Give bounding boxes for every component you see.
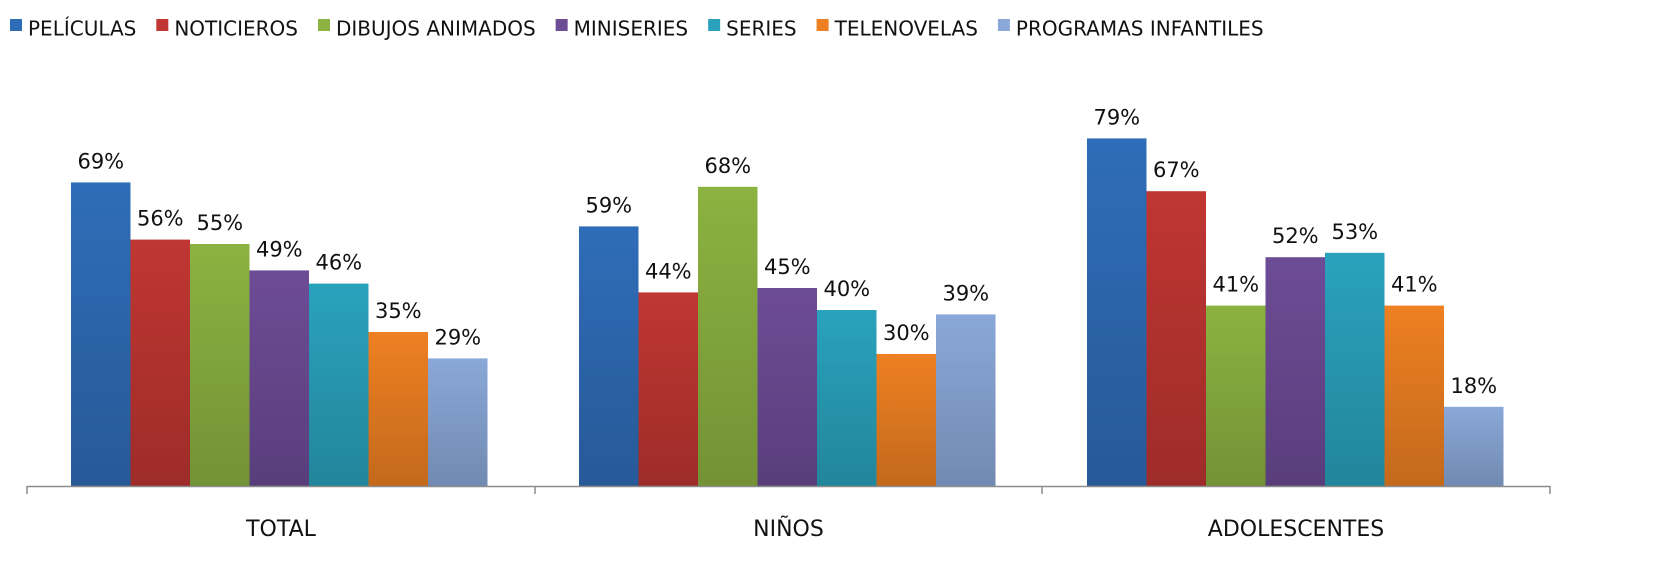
- value-label-total-programas-infantiles: 29%: [434, 325, 481, 349]
- value-label-ninos-series: 40%: [823, 277, 870, 301]
- bar-ninos-telenovelas: [876, 354, 936, 486]
- bar-ninos-miniseries: [757, 288, 817, 486]
- bar-total-peliculas: [71, 182, 131, 486]
- bar-ninos-programas-infantiles: [936, 314, 996, 486]
- chart-legend: PELÍCULAS NOTICIEROS DIBUJOS ANIMADOS MINIS…: [10, 17, 1264, 41]
- bar-total-series: [309, 283, 369, 486]
- legend-swatch-telenovelas: [816, 19, 829, 31]
- legend-label-dibujos-animados: DIBUJOS ANIMADOS: [336, 17, 536, 41]
- value-label-total-series: 46%: [315, 251, 362, 275]
- category-label-adolescentes: ADOLESCENTES: [1208, 517, 1384, 542]
- bar-total-noticieros: [130, 239, 190, 486]
- bar-adolescentes-telenovelas: [1384, 305, 1444, 486]
- bar-total-programas-infantiles: [428, 358, 488, 486]
- legend-label-programas-infantiles: PROGRAMAS INFANTILES: [1016, 17, 1264, 41]
- value-label-adolescentes-series: 53%: [1331, 220, 1378, 244]
- value-label-ninos-programas-infantiles: 39%: [942, 281, 989, 305]
- chart-value-labels: 69% 56% 55% 49% 46% 35% 29% 59% 44% 68% 45% 40% 30% 3…: [77, 105, 1497, 397]
- bar-ninos-dibujos-animados: [698, 186, 758, 487]
- bar-total-dibujos-animados: [190, 244, 250, 486]
- value-label-adolescentes-miniseries: 52%: [1272, 224, 1319, 248]
- bar-ninos-series: [817, 310, 877, 486]
- legend-swatch-series: [708, 19, 721, 31]
- value-label-total-miniseries: 49%: [256, 237, 303, 261]
- value-label-adolescentes-noticieros: 67%: [1153, 158, 1200, 182]
- bar-total-telenovelas: [368, 332, 428, 486]
- value-label-adolescentes-programas-infantiles: 18%: [1450, 374, 1497, 398]
- bar-adolescentes-programas-infantiles: [1444, 406, 1504, 486]
- legend-swatch-programas-infantiles: [997, 19, 1010, 31]
- bar-adolescentes-series: [1325, 252, 1385, 486]
- legend-swatch-miniseries: [555, 19, 568, 31]
- bar-adolescentes-noticieros: [1146, 191, 1206, 486]
- legend-label-noticieros: NOTICIEROS: [174, 17, 298, 41]
- bar-adolescentes-miniseries: [1265, 257, 1325, 486]
- value-label-adolescentes-dibujos-animados: 41%: [1212, 273, 1259, 297]
- value-label-adolescentes-peliculas: 79%: [1093, 105, 1140, 129]
- bar-adolescentes-peliculas: [1087, 138, 1147, 486]
- chart-bars: [71, 138, 1504, 487]
- legend-label-telenovelas: TELENOVELAS: [834, 17, 978, 41]
- category-label-ninos: NIÑOS: [753, 515, 824, 542]
- value-label-total-peliculas: 69%: [77, 149, 124, 173]
- bar-adolescentes-dibujos-animados: [1206, 305, 1266, 486]
- legend-swatch-peliculas: [10, 19, 22, 31]
- legend-label-series: SERIES: [726, 17, 796, 41]
- value-label-ninos-peliculas: 59%: [585, 193, 632, 217]
- bar-total-miniseries: [249, 270, 309, 486]
- legend-swatch-dibujos-animados: [317, 19, 330, 31]
- value-label-total-noticieros: 56%: [137, 207, 184, 231]
- legend-swatch-noticieros: [156, 19, 169, 31]
- x-axis: TOTAL NIÑOS ADOLESCENTES: [26, 485, 1551, 542]
- bar-ninos-noticieros: [638, 292, 698, 486]
- category-label-total: TOTAL: [245, 517, 317, 542]
- value-label-total-telenovelas: 35%: [375, 299, 422, 323]
- legend-label-peliculas: PELÍCULAS: [28, 17, 136, 41]
- value-label-total-dibujos-animados: 55%: [196, 211, 243, 235]
- bar-ninos-peliculas: [579, 226, 639, 486]
- legend-label-miniseries: MINISERIES: [574, 17, 688, 41]
- value-label-adolescentes-telenovelas: 41%: [1391, 273, 1438, 297]
- value-label-ninos-noticieros: 44%: [645, 259, 692, 283]
- value-label-ninos-telenovelas: 30%: [883, 321, 930, 345]
- value-label-ninos-dibujos-animados: 68%: [704, 154, 751, 178]
- value-label-ninos-miniseries: 45%: [764, 255, 811, 279]
